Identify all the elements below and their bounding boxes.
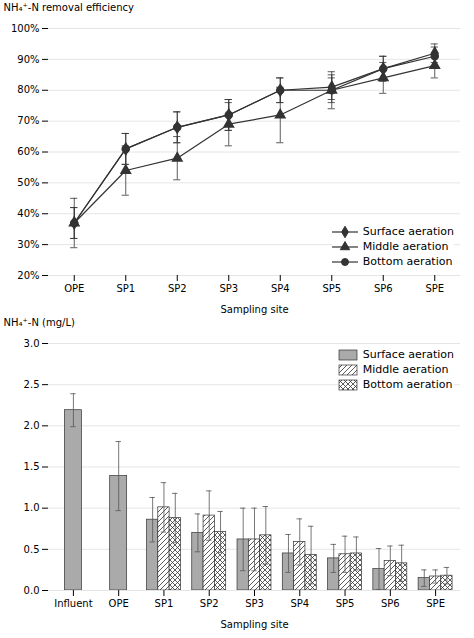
html-text:Bottom aeration: Bottom aeration: [362, 255, 453, 268]
svg-text:SP3: SP3: [245, 598, 264, 609]
svg-text:60%: 60%: [17, 146, 39, 157]
svg-text:50%: 50%: [17, 177, 39, 188]
svg-text:SPE: SPE: [426, 598, 445, 609]
svg-text:0.5: 0.5: [24, 544, 40, 555]
svg-text:40%: 40%: [17, 208, 39, 219]
svg-text:1.0: 1.0: [24, 502, 40, 513]
svg-text:SP5: SP5: [322, 283, 341, 294]
html-text:Surface aeration: Surface aeration: [362, 348, 454, 361]
svg-text:70%: 70%: [17, 115, 39, 126]
svg-text:SP1: SP1: [116, 283, 135, 294]
svg-text:100%: 100%: [11, 23, 40, 34]
svg-text:20%: 20%: [17, 270, 39, 281]
svg-text:Sampling site: Sampling site: [220, 619, 288, 630]
svg-text:OPE: OPE: [64, 283, 84, 294]
svg-text:1.5: 1.5: [24, 461, 40, 472]
svg-text:OPE: OPE: [109, 598, 129, 609]
svg-text:SP4: SP4: [271, 283, 290, 294]
svg-text:NH₄⁺-N removal efficiency: NH₄⁺-N removal efficiency: [4, 2, 135, 13]
svg-text:2.5: 2.5: [24, 379, 40, 390]
svg-text:SPE: SPE: [425, 283, 444, 294]
html-text:Bottom aeration: Bottom aeration: [362, 378, 453, 391]
html-text:Middle aeration: Middle aeration: [362, 240, 449, 253]
svg-text:SP2: SP2: [200, 598, 219, 609]
svg-text:SP4: SP4: [290, 598, 309, 609]
svg-text:NH₄⁺-N (mg/L): NH₄⁺-N (mg/L): [4, 317, 75, 328]
svg-text:Influent: Influent: [54, 598, 92, 609]
svg-text:SP2: SP2: [168, 283, 187, 294]
html-text:Surface aeration: Surface aeration: [362, 225, 454, 238]
svg-text:SP1: SP1: [155, 598, 174, 609]
svg-text:3.0: 3.0: [24, 338, 40, 349]
svg-text:SP6: SP6: [374, 283, 393, 294]
svg-text:30%: 30%: [17, 239, 39, 250]
svg-text:0.0: 0.0: [24, 585, 40, 596]
svg-text:SP3: SP3: [219, 283, 238, 294]
svg-text:Sampling site: Sampling site: [220, 304, 288, 315]
svg-text:80%: 80%: [17, 84, 39, 95]
html-text:Middle aeration: Middle aeration: [362, 363, 449, 376]
svg-text:SP5: SP5: [336, 598, 355, 609]
svg-text:2.0: 2.0: [24, 420, 40, 431]
svg-text:SP6: SP6: [381, 598, 400, 609]
svg-text:90%: 90%: [17, 54, 39, 65]
